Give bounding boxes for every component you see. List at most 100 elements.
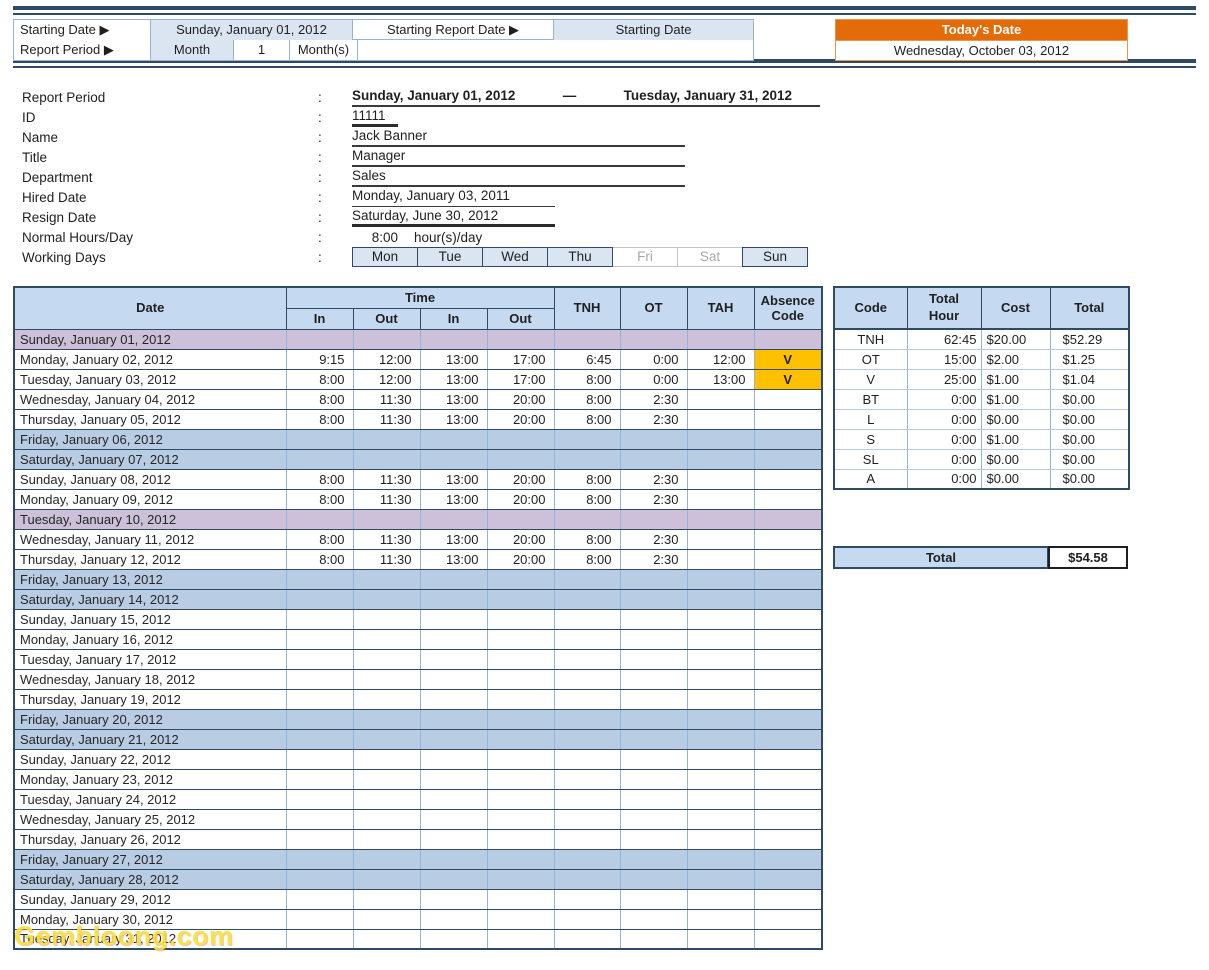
time-out-2-cell[interactable] — [486, 688, 555, 710]
name-field[interactable]: Jack Banner — [352, 128, 685, 147]
summary-cost-cell[interactable]: $20.00 — [980, 328, 1051, 350]
absence-code-cell[interactable] — [753, 508, 823, 530]
absence-code-cell[interactable] — [753, 848, 823, 870]
time-in-1-cell[interactable] — [285, 728, 354, 750]
report-period-count-input[interactable]: 1 — [234, 40, 290, 60]
summary-cost-cell[interactable]: $1.00 — [980, 428, 1051, 450]
time-in-1-cell[interactable] — [285, 788, 354, 810]
summary-cost-cell[interactable]: $0.00 — [980, 408, 1051, 430]
time-in-2-cell[interactable] — [419, 828, 488, 850]
time-in-2-cell[interactable] — [419, 708, 488, 730]
time-in-1-cell[interactable]: 8:00 — [285, 388, 354, 410]
department-field[interactable]: Sales — [352, 168, 685, 187]
absence-code-cell[interactable] — [753, 788, 823, 810]
time-out-1-cell[interactable]: 11:30 — [352, 408, 421, 430]
absence-code-cell[interactable] — [753, 668, 823, 690]
time-out-1-cell[interactable] — [352, 688, 421, 710]
working-day-toggle[interactable]: Mon — [352, 247, 418, 267]
summary-cost-cell[interactable]: $1.00 — [980, 368, 1051, 390]
absence-code-cell[interactable] — [753, 448, 823, 470]
absence-code-cell[interactable] — [753, 468, 823, 490]
report-period-unit[interactable]: Month — [151, 40, 234, 60]
time-in-2-cell[interactable]: 13:00 — [419, 468, 488, 490]
absence-code-cell[interactable] — [753, 728, 823, 750]
time-out-2-cell[interactable] — [486, 448, 555, 470]
time-out-2-cell[interactable]: 17:00 — [486, 348, 555, 370]
time-out-1-cell[interactable] — [352, 808, 421, 830]
time-out-2-cell[interactable] — [486, 508, 555, 530]
absence-code-cell[interactable] — [753, 808, 823, 830]
absence-code-cell[interactable] — [753, 748, 823, 770]
time-out-1-cell[interactable] — [352, 428, 421, 450]
absence-code-cell[interactable]: V — [753, 368, 823, 390]
time-in-2-cell[interactable] — [419, 508, 488, 530]
title-field[interactable]: Manager — [352, 148, 685, 167]
time-in-1-cell[interactable]: 8:00 — [285, 368, 354, 390]
time-out-2-cell[interactable]: 20:00 — [486, 468, 555, 490]
absence-code-cell[interactable] — [753, 408, 823, 430]
time-out-2-cell[interactable] — [486, 768, 555, 790]
time-in-1-cell[interactable] — [285, 668, 354, 690]
time-in-2-cell[interactable] — [419, 728, 488, 750]
time-in-1-cell[interactable] — [285, 748, 354, 770]
time-out-2-cell[interactable]: 20:00 — [486, 548, 555, 570]
time-out-2-cell[interactable] — [486, 708, 555, 730]
time-in-2-cell[interactable] — [419, 448, 488, 470]
time-out-2-cell[interactable] — [486, 788, 555, 810]
time-out-1-cell[interactable] — [352, 848, 421, 870]
time-out-1-cell[interactable] — [352, 868, 421, 890]
time-out-2-cell[interactable] — [486, 608, 555, 630]
summary-cost-cell[interactable]: $0.00 — [980, 448, 1051, 470]
absence-code-cell[interactable] — [753, 928, 823, 950]
time-out-2-cell[interactable] — [486, 728, 555, 750]
working-day-toggle[interactable]: Fri — [612, 247, 678, 267]
working-day-toggle[interactable]: Thu — [547, 247, 613, 267]
normal-hours-field[interactable]: 8:00 — [371, 229, 398, 245]
time-out-1-cell[interactable] — [352, 748, 421, 770]
time-out-2-cell[interactable] — [486, 888, 555, 910]
absence-code-cell[interactable] — [753, 568, 823, 590]
time-out-1-cell[interactable]: 11:30 — [352, 388, 421, 410]
absence-code-cell[interactable] — [753, 548, 823, 570]
time-out-1-cell[interactable]: 11:30 — [352, 468, 421, 490]
time-in-2-cell[interactable] — [419, 328, 488, 350]
time-out-2-cell[interactable] — [486, 428, 555, 450]
time-in-1-cell[interactable]: 8:00 — [285, 408, 354, 430]
time-out-2-cell[interactable] — [486, 828, 555, 850]
time-out-2-cell[interactable]: 20:00 — [486, 488, 555, 510]
time-in-2-cell[interactable] — [419, 888, 488, 910]
time-in-2-cell[interactable] — [419, 608, 488, 630]
time-in-1-cell[interactable] — [285, 648, 354, 670]
time-out-1-cell[interactable]: 11:30 — [352, 488, 421, 510]
absence-code-cell[interactable]: V — [753, 348, 823, 370]
time-out-1-cell[interactable] — [352, 588, 421, 610]
time-in-1-cell[interactable] — [285, 448, 354, 470]
time-out-2-cell[interactable]: 17:00 — [486, 368, 555, 390]
summary-cost-cell[interactable]: $2.00 — [980, 348, 1051, 370]
time-out-1-cell[interactable] — [352, 668, 421, 690]
time-in-2-cell[interactable]: 13:00 — [419, 528, 488, 550]
time-out-1-cell[interactable] — [352, 608, 421, 630]
time-in-2-cell[interactable] — [419, 788, 488, 810]
id-field[interactable]: 11111 — [352, 108, 398, 127]
time-in-1-cell[interactable] — [285, 608, 354, 630]
absence-code-cell[interactable] — [753, 588, 823, 610]
starting-report-date-input[interactable]: Starting Date — [554, 20, 753, 40]
time-in-1-cell[interactable] — [285, 688, 354, 710]
time-out-2-cell[interactable] — [486, 808, 555, 830]
time-in-1-cell[interactable] — [285, 768, 354, 790]
time-out-1-cell[interactable] — [352, 928, 421, 950]
time-in-2-cell[interactable]: 13:00 — [419, 408, 488, 430]
time-out-1-cell[interactable] — [352, 448, 421, 470]
time-in-1-cell[interactable] — [285, 508, 354, 530]
starting-date-input[interactable]: Sunday, January 01, 2012 — [151, 20, 353, 40]
absence-code-cell[interactable] — [753, 868, 823, 890]
time-out-2-cell[interactable] — [486, 568, 555, 590]
time-out-1-cell[interactable] — [352, 768, 421, 790]
time-in-1-cell[interactable] — [285, 808, 354, 830]
time-out-1-cell[interactable] — [352, 328, 421, 350]
time-in-1-cell[interactable] — [285, 848, 354, 870]
time-out-1-cell[interactable] — [352, 648, 421, 670]
time-out-1-cell[interactable] — [352, 788, 421, 810]
time-in-2-cell[interactable] — [419, 428, 488, 450]
